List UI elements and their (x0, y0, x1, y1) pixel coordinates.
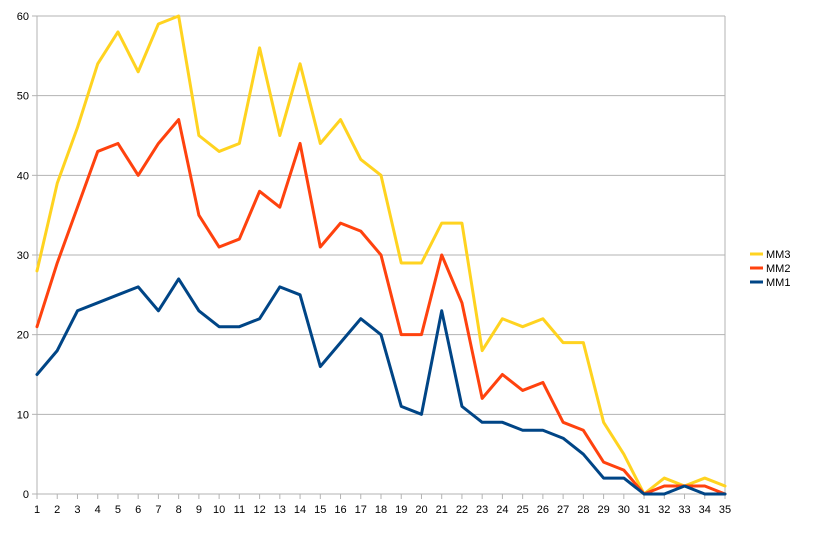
x-tick-label: 9 (196, 504, 202, 516)
x-tick-label: 10 (213, 504, 225, 516)
x-tick-label: 22 (456, 504, 468, 516)
x-tick-label: 25 (517, 504, 529, 516)
x-tick-label: 34 (699, 504, 711, 516)
x-tick-label: 2 (54, 504, 60, 516)
x-tick-label: 7 (155, 504, 161, 516)
legend-label-mm3: MM3 (766, 249, 790, 261)
x-tick-label: 21 (436, 504, 448, 516)
x-tick-label: 16 (334, 504, 346, 516)
series-line-mm3 (35, 14, 727, 496)
x-tick-label: 17 (355, 504, 367, 516)
x-tick-label: 29 (597, 504, 609, 516)
x-tick-label: 20 (415, 504, 427, 516)
x-tick-label: 6 (135, 504, 141, 516)
x-tick-label: 8 (176, 504, 182, 516)
x-tick-label: 12 (253, 504, 265, 516)
x-tick-label: 14 (294, 504, 306, 516)
y-tick-label: 0 (23, 489, 29, 501)
x-tick-label: 15 (314, 504, 326, 516)
x-tick-label: 30 (618, 504, 630, 516)
x-tick-label: 28 (577, 504, 589, 516)
x-tick-label: 33 (678, 504, 690, 516)
x-tick-label: 24 (496, 504, 508, 516)
y-tick-label: 50 (17, 91, 29, 103)
y-tick-label: 20 (17, 330, 29, 342)
x-tick-label: 26 (537, 504, 549, 516)
x-tick-label: 1 (34, 504, 40, 516)
series-line-mm1 (35, 277, 727, 496)
x-tick-label: 13 (274, 504, 286, 516)
series-lines (35, 14, 727, 496)
legend-label-mm1: MM1 (766, 277, 790, 289)
y-tick-label: 10 (17, 409, 29, 421)
series-line-mm2 (35, 118, 727, 496)
x-tick-label: 5 (115, 504, 121, 516)
x-tick-label: 31 (638, 504, 650, 516)
x-tick-label: 35 (719, 504, 731, 516)
legend-label-mm2: MM2 (766, 263, 790, 275)
x-tick-label: 18 (375, 504, 387, 516)
x-tick-label: 27 (557, 504, 569, 516)
y-tick-label: 40 (17, 170, 29, 182)
legend: MM3 MM2 MM1 (750, 249, 790, 289)
x-tick-label: 19 (395, 504, 407, 516)
x-tick-label: 23 (476, 504, 488, 516)
x-tick-label: 4 (95, 504, 101, 516)
x-tick-label: 11 (234, 504, 245, 516)
y-tick-label: 30 (17, 250, 29, 262)
x-tick-label: 3 (74, 504, 80, 516)
y-tick-label: 60 (17, 11, 29, 23)
x-tick-label: 32 (658, 504, 670, 516)
